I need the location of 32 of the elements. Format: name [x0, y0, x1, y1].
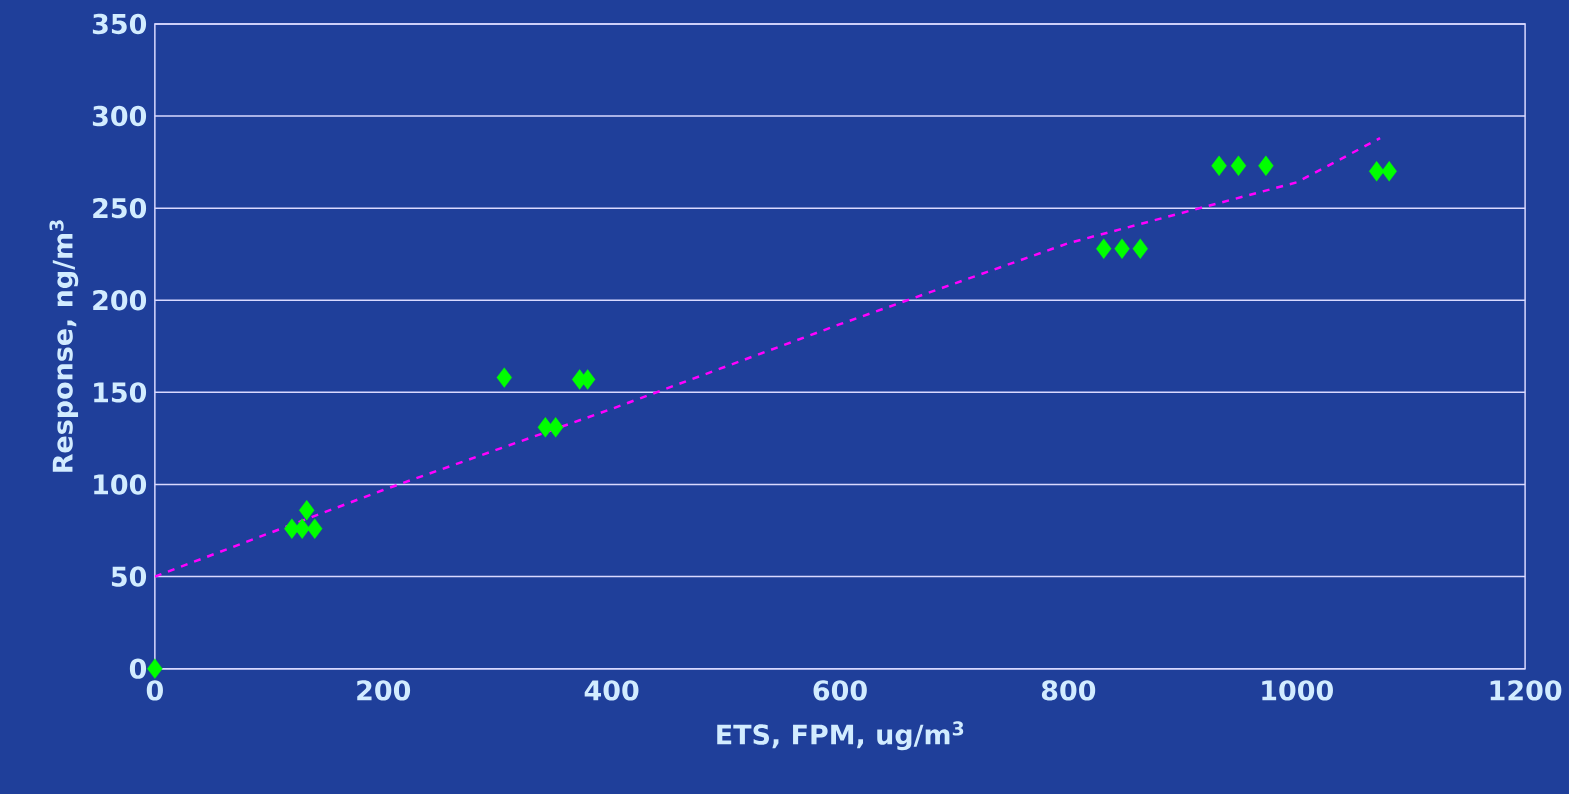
x-tick-label: 1000 — [1262, 679, 1333, 701]
y-tick-label: 250 — [93, 197, 147, 219]
point — [147, 658, 163, 679]
x-tick-label: 600 — [813, 679, 867, 701]
y-tick-label: 50 — [111, 566, 147, 587]
point — [1132, 238, 1148, 259]
point — [547, 416, 564, 438]
y-tick-label: 0 — [129, 658, 147, 679]
point — [1211, 155, 1227, 176]
point — [1258, 155, 1274, 176]
line-series — [154, 136, 1382, 578]
y-tick-label: 350 — [92, 13, 147, 34]
x-tick-label: 0 — [146, 679, 163, 701]
y-axis-title: Response, ng/m$^{3}$ — [49, 220, 79, 472]
y-tick-label: 150 — [94, 381, 147, 403]
x-tick-label: 400 — [584, 679, 639, 701]
x-tick-label: 200 — [357, 679, 411, 701]
x-tick-label: 1200 — [1490, 679, 1562, 701]
y-tick-label: 300 — [92, 105, 147, 127]
y-tick-label: 200 — [93, 289, 147, 311]
point — [1230, 155, 1247, 176]
point — [1114, 238, 1130, 259]
x-tick-label: 800 — [1041, 679, 1096, 701]
point — [1368, 160, 1385, 182]
point — [1096, 238, 1112, 259]
point — [294, 518, 310, 539]
point — [299, 499, 315, 521]
point — [496, 367, 512, 388]
x-axis-title: ETS, FPM, ug/m$^{3}$ — [717, 721, 964, 750]
point — [307, 518, 323, 539]
point — [1381, 160, 1397, 182]
y-tick-label: 100 — [94, 474, 147, 495]
